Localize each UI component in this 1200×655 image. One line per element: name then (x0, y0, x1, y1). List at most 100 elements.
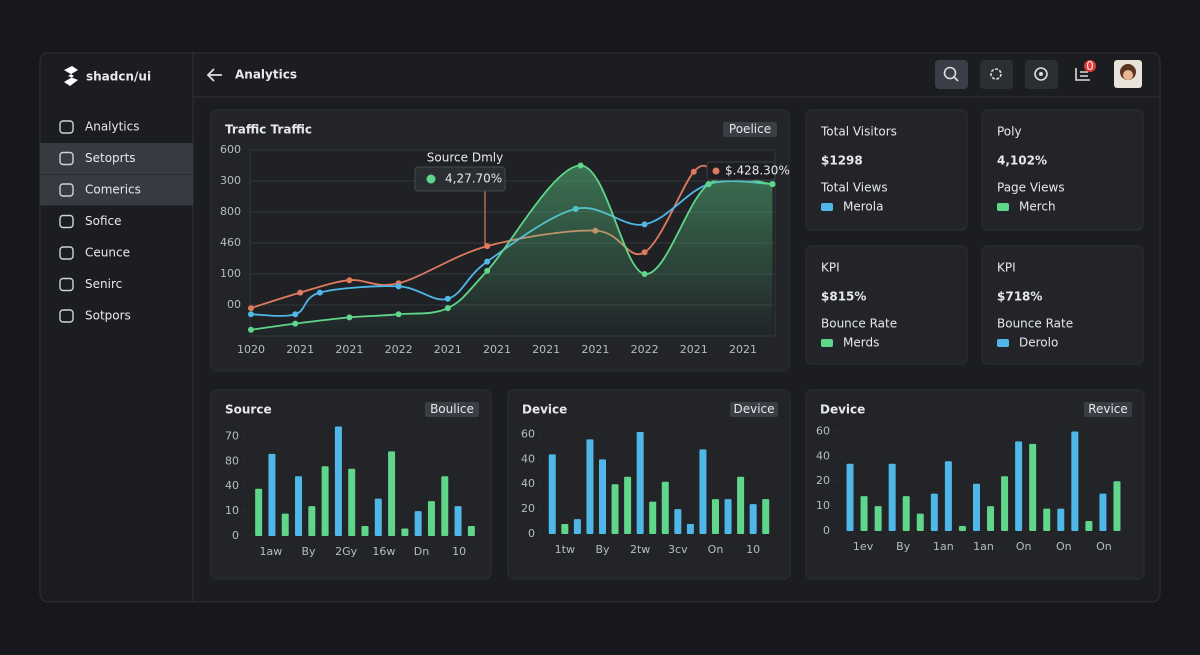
bar (737, 476, 745, 534)
series-point (346, 314, 353, 321)
bar (762, 499, 770, 534)
y-tick-label: 60 (816, 424, 830, 437)
series-point (769, 181, 776, 188)
search-button[interactable] (935, 60, 968, 89)
kpi-label: KPI (821, 261, 840, 275)
y-tick-label: 20 (816, 474, 830, 487)
series-point (690, 168, 697, 175)
x-tick-label: 2021 (286, 343, 314, 356)
bar (414, 511, 422, 536)
bar (348, 468, 356, 536)
chart-title: Traffic Traffic (225, 123, 312, 137)
avatar-face (1123, 70, 1133, 80)
series-point (484, 267, 491, 274)
x-tick-label: 2021 (532, 343, 560, 356)
series-line (250, 164, 714, 309)
nav-active-bg (40, 174, 193, 206)
nav-item[interactable]: Sofice (85, 214, 122, 228)
notifications-button[interactable] (1075, 68, 1090, 81)
x-tick-label: 1aw (259, 545, 282, 558)
y-tick-label: 10 (816, 499, 830, 512)
x-tick-label: On (1096, 540, 1112, 553)
y-tick-label: 20 (521, 502, 535, 515)
nav-item[interactable]: Comerics (85, 183, 141, 197)
series-point (641, 271, 648, 277)
nav-icon (59, 309, 74, 323)
bar (586, 439, 594, 534)
chart-badge (730, 402, 778, 417)
x-tick-label: 2021 (729, 343, 757, 356)
y-tick-label: 460 (220, 236, 241, 249)
bar (846, 463, 854, 531)
bar (888, 463, 896, 531)
y-tick-label: 300 (220, 174, 241, 187)
bar (611, 484, 619, 534)
back-button[interactable] (206, 68, 222, 82)
y-tick-label: 40 (225, 479, 239, 492)
nav-icon (59, 183, 74, 197)
x-tick-label: 10 (746, 543, 760, 556)
y-tick-label: 600 (220, 143, 241, 156)
y-tick-label: 10 (225, 504, 239, 517)
bar (958, 526, 966, 531)
bar (874, 506, 882, 531)
bar (427, 501, 435, 536)
chart-badge-label: Poelice (729, 122, 771, 136)
nav-item[interactable]: Sotpors (85, 309, 131, 323)
x-tick-label: By (301, 545, 316, 558)
series-line (250, 180, 773, 317)
kpi-legend: Merola (843, 200, 883, 214)
sidebar: shadcn/ui (64, 66, 151, 86)
y-tick-label: 40 (816, 449, 830, 462)
series-point (641, 221, 648, 228)
chart-badge-label: Device (733, 402, 774, 416)
chart-badge (723, 122, 777, 137)
x-tick-label: 2021 (483, 343, 511, 356)
kpi-sublabel: Total Views (820, 181, 888, 195)
x-tick-label: 2Gy (335, 545, 358, 558)
series-line (250, 164, 773, 331)
kpi-label: KPI (997, 261, 1016, 275)
x-tick-label: On (1056, 540, 1072, 553)
bar (699, 449, 707, 534)
kpi-legend: Merch (1019, 200, 1056, 214)
nav-item[interactable]: Senirc (85, 277, 122, 291)
logo: shadcn/ui (86, 70, 151, 84)
series-point (316, 289, 323, 296)
x-tick-label: 2022 (385, 343, 413, 356)
series-point (297, 289, 304, 296)
nav-item[interactable]: Setoprts (85, 151, 136, 165)
chart-title: Device (522, 403, 567, 417)
kpi-label: Poly (997, 125, 1022, 139)
tooltip (706, 161, 776, 181)
series-point (395, 283, 402, 290)
settings-button[interactable] (980, 60, 1013, 89)
x-tick-label: On (708, 543, 724, 556)
bar (573, 519, 581, 534)
target-icon (1034, 67, 1048, 81)
nav-item[interactable]: Ceunce (85, 246, 130, 260)
bar (281, 513, 289, 536)
kpi-value: $1298 (821, 154, 863, 168)
kpi-card (981, 245, 1144, 365)
kpi-value: $815% (821, 290, 866, 304)
bar (860, 496, 868, 531)
kpi-value: $718% (997, 290, 1042, 304)
chart-badge (425, 402, 479, 417)
tooltip-value: $.428.30% (725, 164, 790, 178)
x-tick-label: 1020 (237, 343, 265, 356)
series-point (292, 311, 299, 318)
nav-item[interactable]: Analytics (85, 120, 140, 134)
bar (548, 454, 556, 534)
search-icon (943, 66, 957, 80)
series-point (484, 258, 491, 265)
chart-badge-label: Boulice (430, 402, 474, 416)
y-tick-label: 40 (521, 477, 535, 490)
x-tick-label: 1tw (555, 543, 575, 556)
bar (561, 524, 569, 534)
series-area (251, 165, 773, 336)
kpi-value: 4,102% (997, 154, 1047, 168)
x-tick-label: By (595, 543, 610, 556)
nav-icon (59, 246, 74, 260)
y-tick-label: 800 (220, 205, 241, 218)
